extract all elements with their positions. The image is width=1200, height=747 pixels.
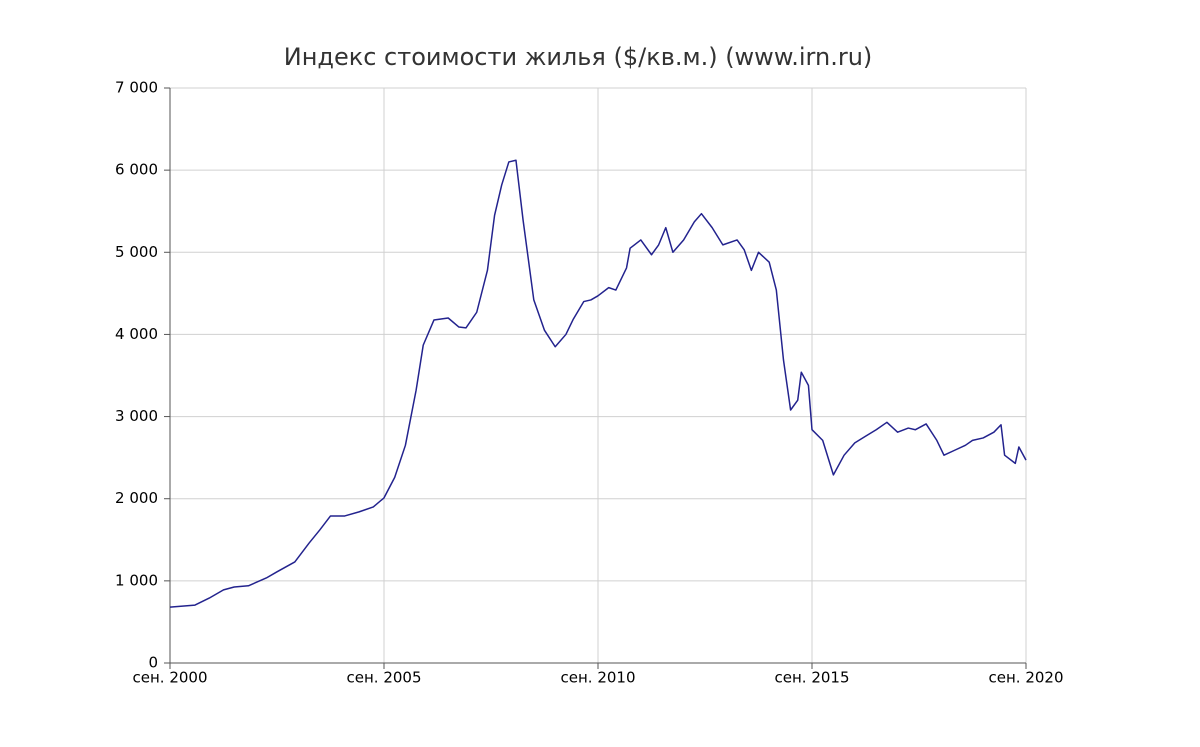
chart-title: Индекс стоимости жилья ($/кв.м.) (www.ir…	[284, 43, 873, 71]
y-tick-label: 5 000	[115, 243, 158, 261]
y-tick-label: 3 000	[115, 407, 158, 425]
x-tick-label: сен. 2010	[561, 669, 636, 687]
x-tick-label: сен. 2005	[347, 669, 422, 687]
y-tick-label: 6 000	[115, 161, 158, 179]
y-tick-label: 4 000	[115, 325, 158, 343]
data-line	[169, 159, 1027, 608]
y-tick-label: 7 000	[115, 79, 158, 97]
x-tick-label: сен. 2000	[133, 669, 208, 687]
x-tick-label: сен. 2020	[989, 669, 1064, 687]
y-tick-label: 2 000	[115, 489, 158, 507]
y-tick-label: 1 000	[115, 571, 158, 589]
x-tick-label: сен. 2015	[775, 669, 850, 687]
y-tick-label: 0	[148, 654, 158, 672]
